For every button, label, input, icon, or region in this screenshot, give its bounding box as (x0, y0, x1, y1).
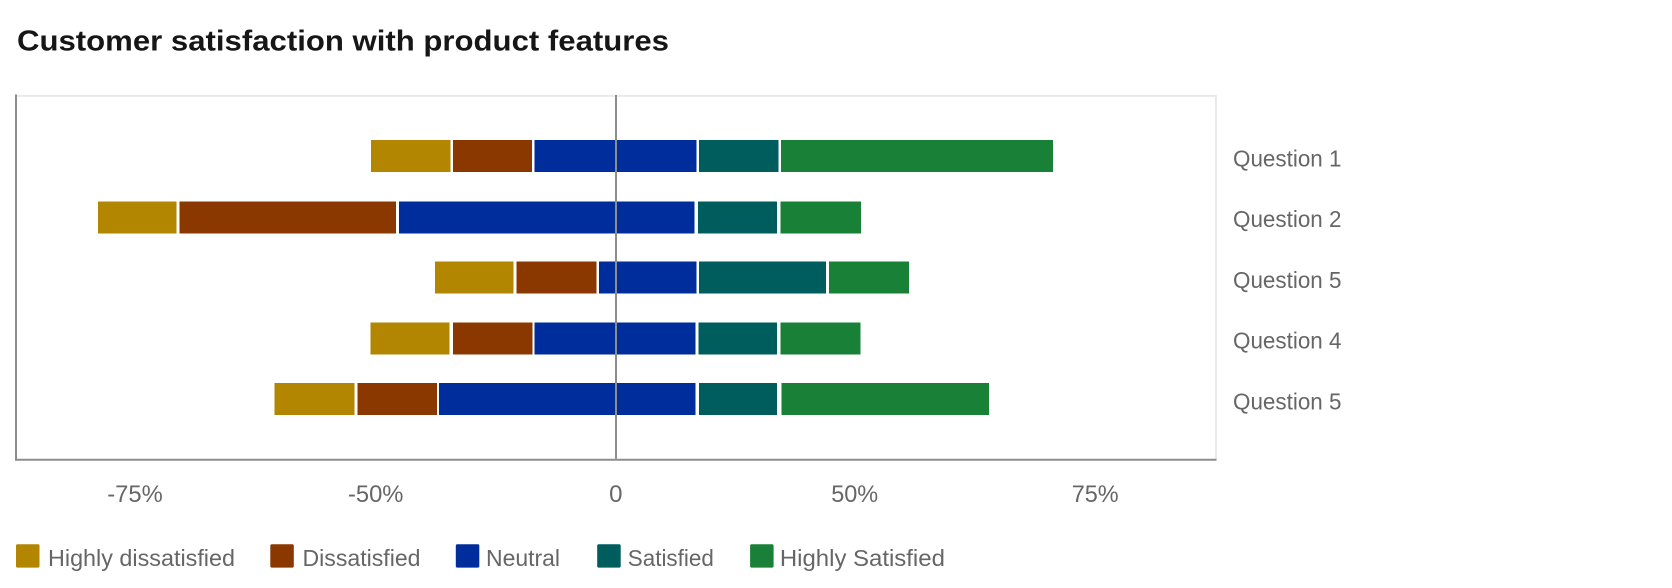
svg-text:Question 5: Question 5 (1233, 267, 1342, 293)
svg-text:Satisfied: Satisfied (628, 545, 714, 571)
svg-text:Question 2: Question 2 (1233, 206, 1342, 232)
svg-text:Dissatisfied: Dissatisfied (303, 545, 421, 571)
svg-text:Customer satisfaction with pro: Customer satisfaction with product featu… (17, 25, 669, 57)
svg-text:50%: 50% (831, 481, 878, 508)
svg-text:75%: 75% (1072, 481, 1119, 508)
svg-text:Question 5: Question 5 (1233, 388, 1342, 414)
svg-text:Question 4: Question 4 (1233, 328, 1342, 354)
svg-text:Question 1: Question 1 (1233, 145, 1342, 171)
svg-text:-50%: -50% (348, 481, 404, 508)
svg-text:Highly dissatisfied: Highly dissatisfied (48, 545, 235, 571)
svg-text:0: 0 (609, 481, 622, 508)
svg-text:Highly Satisfied: Highly Satisfied (780, 545, 945, 571)
svg-text:Neutral: Neutral (486, 545, 560, 571)
svg-text:-75%: -75% (107, 481, 163, 508)
